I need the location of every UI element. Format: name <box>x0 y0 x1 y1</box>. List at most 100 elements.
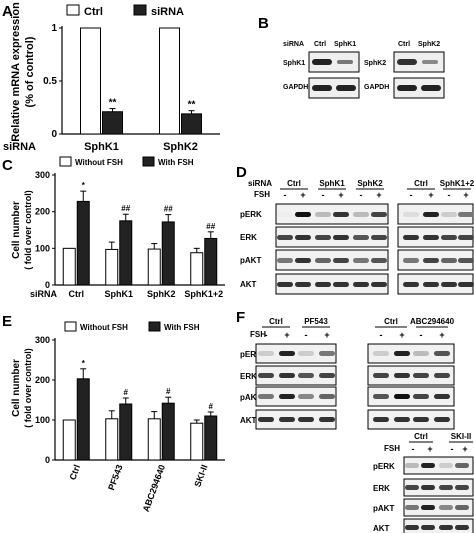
category-label: SphK1 <box>84 141 119 153</box>
fsh-sign: - <box>322 190 325 200</box>
band <box>441 212 457 217</box>
y-axis-label-line2: ( fold over control) <box>23 190 33 270</box>
blot-f-membrane-left <box>255 409 337 430</box>
bar-series2 <box>102 111 123 135</box>
band <box>422 60 438 64</box>
band <box>319 373 335 378</box>
blot-f-group-label: Ctrl <box>269 317 283 326</box>
category-label: SphK2 <box>147 289 176 299</box>
band <box>405 485 419 490</box>
significance-label: * <box>82 359 86 368</box>
band <box>353 282 369 287</box>
fsh-sign: + <box>463 190 468 200</box>
band <box>405 463 419 468</box>
blot-b1-col-ctrl: Ctrl <box>314 41 326 48</box>
band <box>373 373 389 378</box>
band <box>455 505 469 510</box>
band <box>373 394 389 399</box>
legend-swatch-with-fsh <box>142 156 155 167</box>
blot-f2-membrane <box>403 478 474 497</box>
fsh-sign: + <box>300 190 305 200</box>
band <box>333 282 349 287</box>
band <box>279 351 295 356</box>
band <box>295 258 311 263</box>
band <box>298 394 314 399</box>
fsh-sign: - <box>410 190 413 200</box>
panel-f-blots: FSH FSH Ctrl PF543 Ctrl ABC294640- + - + - + - +pE… <box>240 317 474 533</box>
significance-label: * <box>82 181 86 190</box>
bar-series2 <box>76 378 90 461</box>
fsh-sign: - <box>448 190 451 200</box>
blot-f2-group-label: SKI-II <box>451 432 471 441</box>
y-axis-label-line1: Cell number <box>11 201 22 259</box>
band <box>455 463 469 468</box>
y-tick-label: 200 <box>35 207 50 217</box>
blot-d-row-label: ERK <box>240 233 257 242</box>
fsh-sign: - <box>360 190 363 200</box>
bar-series1 <box>159 27 180 135</box>
y-axis-label-line1: Relative mRNA expression <box>10 2 22 142</box>
y-axis-label-line2: (% of control) <box>24 36 36 107</box>
legend-label-with-fsh: With FSH <box>164 323 200 332</box>
significance-label: # <box>124 388 129 397</box>
band <box>371 282 387 287</box>
chart-e: Without FSH With FSH Cell number ( fold … <box>11 321 225 513</box>
band <box>423 212 439 217</box>
y-tick-label: 0.5 <box>43 76 57 87</box>
fsh-sign: - <box>451 444 454 454</box>
blot-f2-row-label: AKT <box>373 524 390 533</box>
band <box>373 417 389 422</box>
bar-series2 <box>161 221 175 286</box>
fsh-sign: - <box>284 190 287 200</box>
fsh-sign: - <box>380 330 383 340</box>
bar-series2 <box>161 402 175 461</box>
band <box>397 59 417 65</box>
fsh-sign: + <box>376 190 381 200</box>
band <box>258 351 274 356</box>
band <box>405 525 419 530</box>
band <box>277 212 293 217</box>
bar-series1 <box>62 419 76 461</box>
band <box>421 85 441 91</box>
band <box>394 394 410 399</box>
blot-f2-membrane <box>403 518 474 533</box>
blot-d-group-label: Ctrl <box>414 179 428 188</box>
band <box>455 525 469 530</box>
blot-b-sirna-label: siRNA <box>283 41 304 48</box>
y-axis-label-line2: ( fold over control) <box>23 348 33 428</box>
band <box>423 258 439 263</box>
fsh-sign: + <box>439 330 444 340</box>
y-tick-label: 0 <box>45 280 50 290</box>
blot-d-row-label: pERK <box>240 210 262 219</box>
y-tick-label: 200 <box>35 375 50 385</box>
significance-label: ## <box>121 204 130 213</box>
legend-label-without-fsh: Without FSH <box>80 323 128 332</box>
legend-label-sirna: siRNA <box>151 6 184 18</box>
blot-f-membrane-left <box>255 365 337 386</box>
band <box>455 485 469 490</box>
fsh-sign: + <box>284 330 289 340</box>
blot-b1-gapdh <box>308 77 360 99</box>
band <box>333 258 349 263</box>
blot-b2-gapdh <box>393 77 445 99</box>
band <box>312 85 332 91</box>
blot-d-membrane-left <box>275 203 389 225</box>
blot-f-group-label: Ctrl <box>384 317 398 326</box>
blot-d-membrane-left <box>275 226 389 248</box>
band <box>295 282 311 287</box>
bar-series1 <box>190 422 204 461</box>
band <box>315 258 331 263</box>
band <box>333 235 349 240</box>
blot-f2-group-label: Ctrl <box>414 432 428 441</box>
band <box>333 212 349 217</box>
blot-f-group-label: PF543 <box>304 317 328 326</box>
band <box>421 485 435 490</box>
band <box>421 525 435 530</box>
bar-series2 <box>76 200 90 286</box>
panel-d-blots: siRNA Ctrl SphK1 SphK2 Ctrl SphK1+2 FSH - + - +… <box>240 179 474 295</box>
band <box>423 282 439 287</box>
band <box>439 505 453 510</box>
significance-label: # <box>209 402 214 411</box>
band <box>298 351 314 356</box>
band <box>371 258 387 263</box>
